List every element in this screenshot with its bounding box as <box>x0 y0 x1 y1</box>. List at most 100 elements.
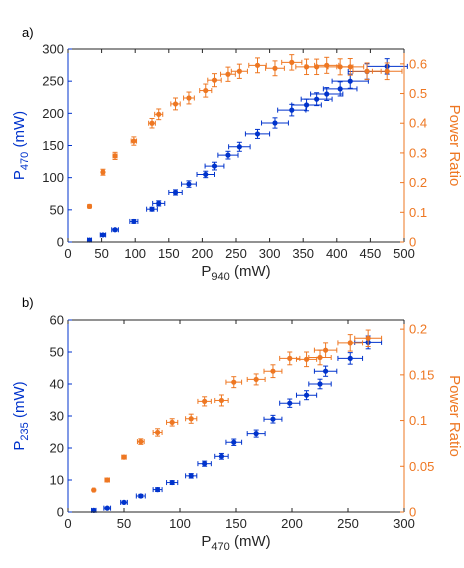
data-point <box>172 189 179 196</box>
data-point <box>303 392 310 398</box>
y2-tick-label: 0.15 <box>409 367 434 382</box>
data-point <box>203 87 209 94</box>
x-tick-label: 100 <box>169 516 191 531</box>
data-point <box>156 200 162 206</box>
data-point <box>337 86 343 92</box>
y-tick-label: 50 <box>50 202 64 217</box>
series-left <box>86 58 408 243</box>
data-point <box>169 419 175 425</box>
data-point <box>303 102 310 108</box>
data-point <box>138 439 144 445</box>
data-point <box>347 78 353 84</box>
error-bar <box>295 390 318 401</box>
y-tick-label: 20 <box>50 441 64 456</box>
data-point <box>121 454 127 460</box>
data-point <box>188 473 194 479</box>
y2-tick-label: 0 <box>409 505 416 520</box>
data-point <box>131 218 137 225</box>
data-point <box>121 499 127 505</box>
data-point <box>100 232 106 238</box>
y-tick-label: 200 <box>42 106 64 121</box>
data-point <box>236 68 242 74</box>
y2-tick-label: 0.2 <box>409 322 427 337</box>
y2-tick-label: 0 <box>409 235 416 250</box>
x-tick-label: 500 <box>393 246 415 261</box>
x-tick-label: 250 <box>337 516 359 531</box>
x-tick-label: 250 <box>225 246 247 261</box>
data-point <box>155 487 161 493</box>
x-tick-label: 300 <box>259 246 281 261</box>
data-point <box>272 120 278 126</box>
data-point <box>287 400 293 406</box>
y-tick-label: 250 <box>42 74 64 89</box>
data-point <box>270 368 276 374</box>
y2-tick-label: 0.6 <box>409 56 427 71</box>
data-point <box>236 144 242 150</box>
data-point <box>347 64 353 70</box>
data-point <box>155 429 161 436</box>
data-point <box>270 416 276 422</box>
data-point <box>253 431 259 437</box>
data-point <box>112 153 118 159</box>
data-point <box>169 479 175 486</box>
series-right <box>86 54 403 209</box>
data-point <box>211 163 218 169</box>
x-tick-label: 450 <box>360 246 382 261</box>
data-point <box>272 65 278 71</box>
axes: 0 50 100 150 200 250 300010203040506000.050.10… <box>50 313 435 532</box>
y2-tick-label: 0.5 <box>409 86 427 101</box>
x-tick-label: 150 <box>225 516 247 531</box>
x-tick-label: 200 <box>192 246 214 261</box>
data-point <box>91 487 97 493</box>
panel-label: a) <box>22 25 34 40</box>
data-point <box>253 376 259 383</box>
data-point <box>202 461 208 467</box>
data-point <box>186 95 192 101</box>
data-point <box>289 59 295 65</box>
data-point <box>112 227 118 233</box>
y-axis-title: P470 (mW) <box>11 111 31 180</box>
y2-tick-label: 0.3 <box>409 145 427 160</box>
data-point <box>317 354 323 361</box>
y2-tick-label: 0.2 <box>409 175 427 190</box>
data-point <box>86 203 93 209</box>
data-point <box>131 138 137 144</box>
x-tick-label: 0 <box>64 246 71 261</box>
series-left <box>91 335 383 513</box>
data-point <box>225 71 231 77</box>
data-point <box>202 398 208 404</box>
panel-label: b) <box>22 295 34 310</box>
y-tick-label: 40 <box>50 377 64 392</box>
data-point <box>156 111 162 117</box>
data-point <box>347 340 353 346</box>
y-tick-label: 50 <box>50 345 64 360</box>
data-point <box>149 120 155 126</box>
data-point <box>314 96 320 102</box>
y-tick-label: 100 <box>42 170 64 185</box>
y-tick-label: 30 <box>50 409 64 424</box>
x-tick-label: 100 <box>124 246 146 261</box>
y-axis-title: P235 (mW) <box>11 381 31 450</box>
data-point <box>218 453 225 459</box>
x-axis-title: P470 (mW) <box>201 533 270 553</box>
error-bar <box>197 396 212 407</box>
data-point <box>323 347 329 353</box>
y2-tick-label: 0.1 <box>409 205 427 220</box>
data-point <box>100 169 106 175</box>
data-point <box>254 62 261 68</box>
data-point <box>149 206 155 212</box>
x-tick-label: 350 <box>292 246 314 261</box>
data-point <box>347 355 353 361</box>
data-point <box>324 91 330 97</box>
y2-tick-label: 0.1 <box>409 413 427 428</box>
data-point <box>218 397 225 404</box>
data-point <box>86 237 93 243</box>
x-axis-title: P940 (mW) <box>201 263 270 283</box>
y-tick-label: 0 <box>57 235 64 250</box>
data-point <box>254 131 261 137</box>
x-tick-label: 50 <box>117 516 131 531</box>
data-point <box>365 335 371 341</box>
data-point <box>138 493 144 499</box>
data-point <box>289 107 295 113</box>
